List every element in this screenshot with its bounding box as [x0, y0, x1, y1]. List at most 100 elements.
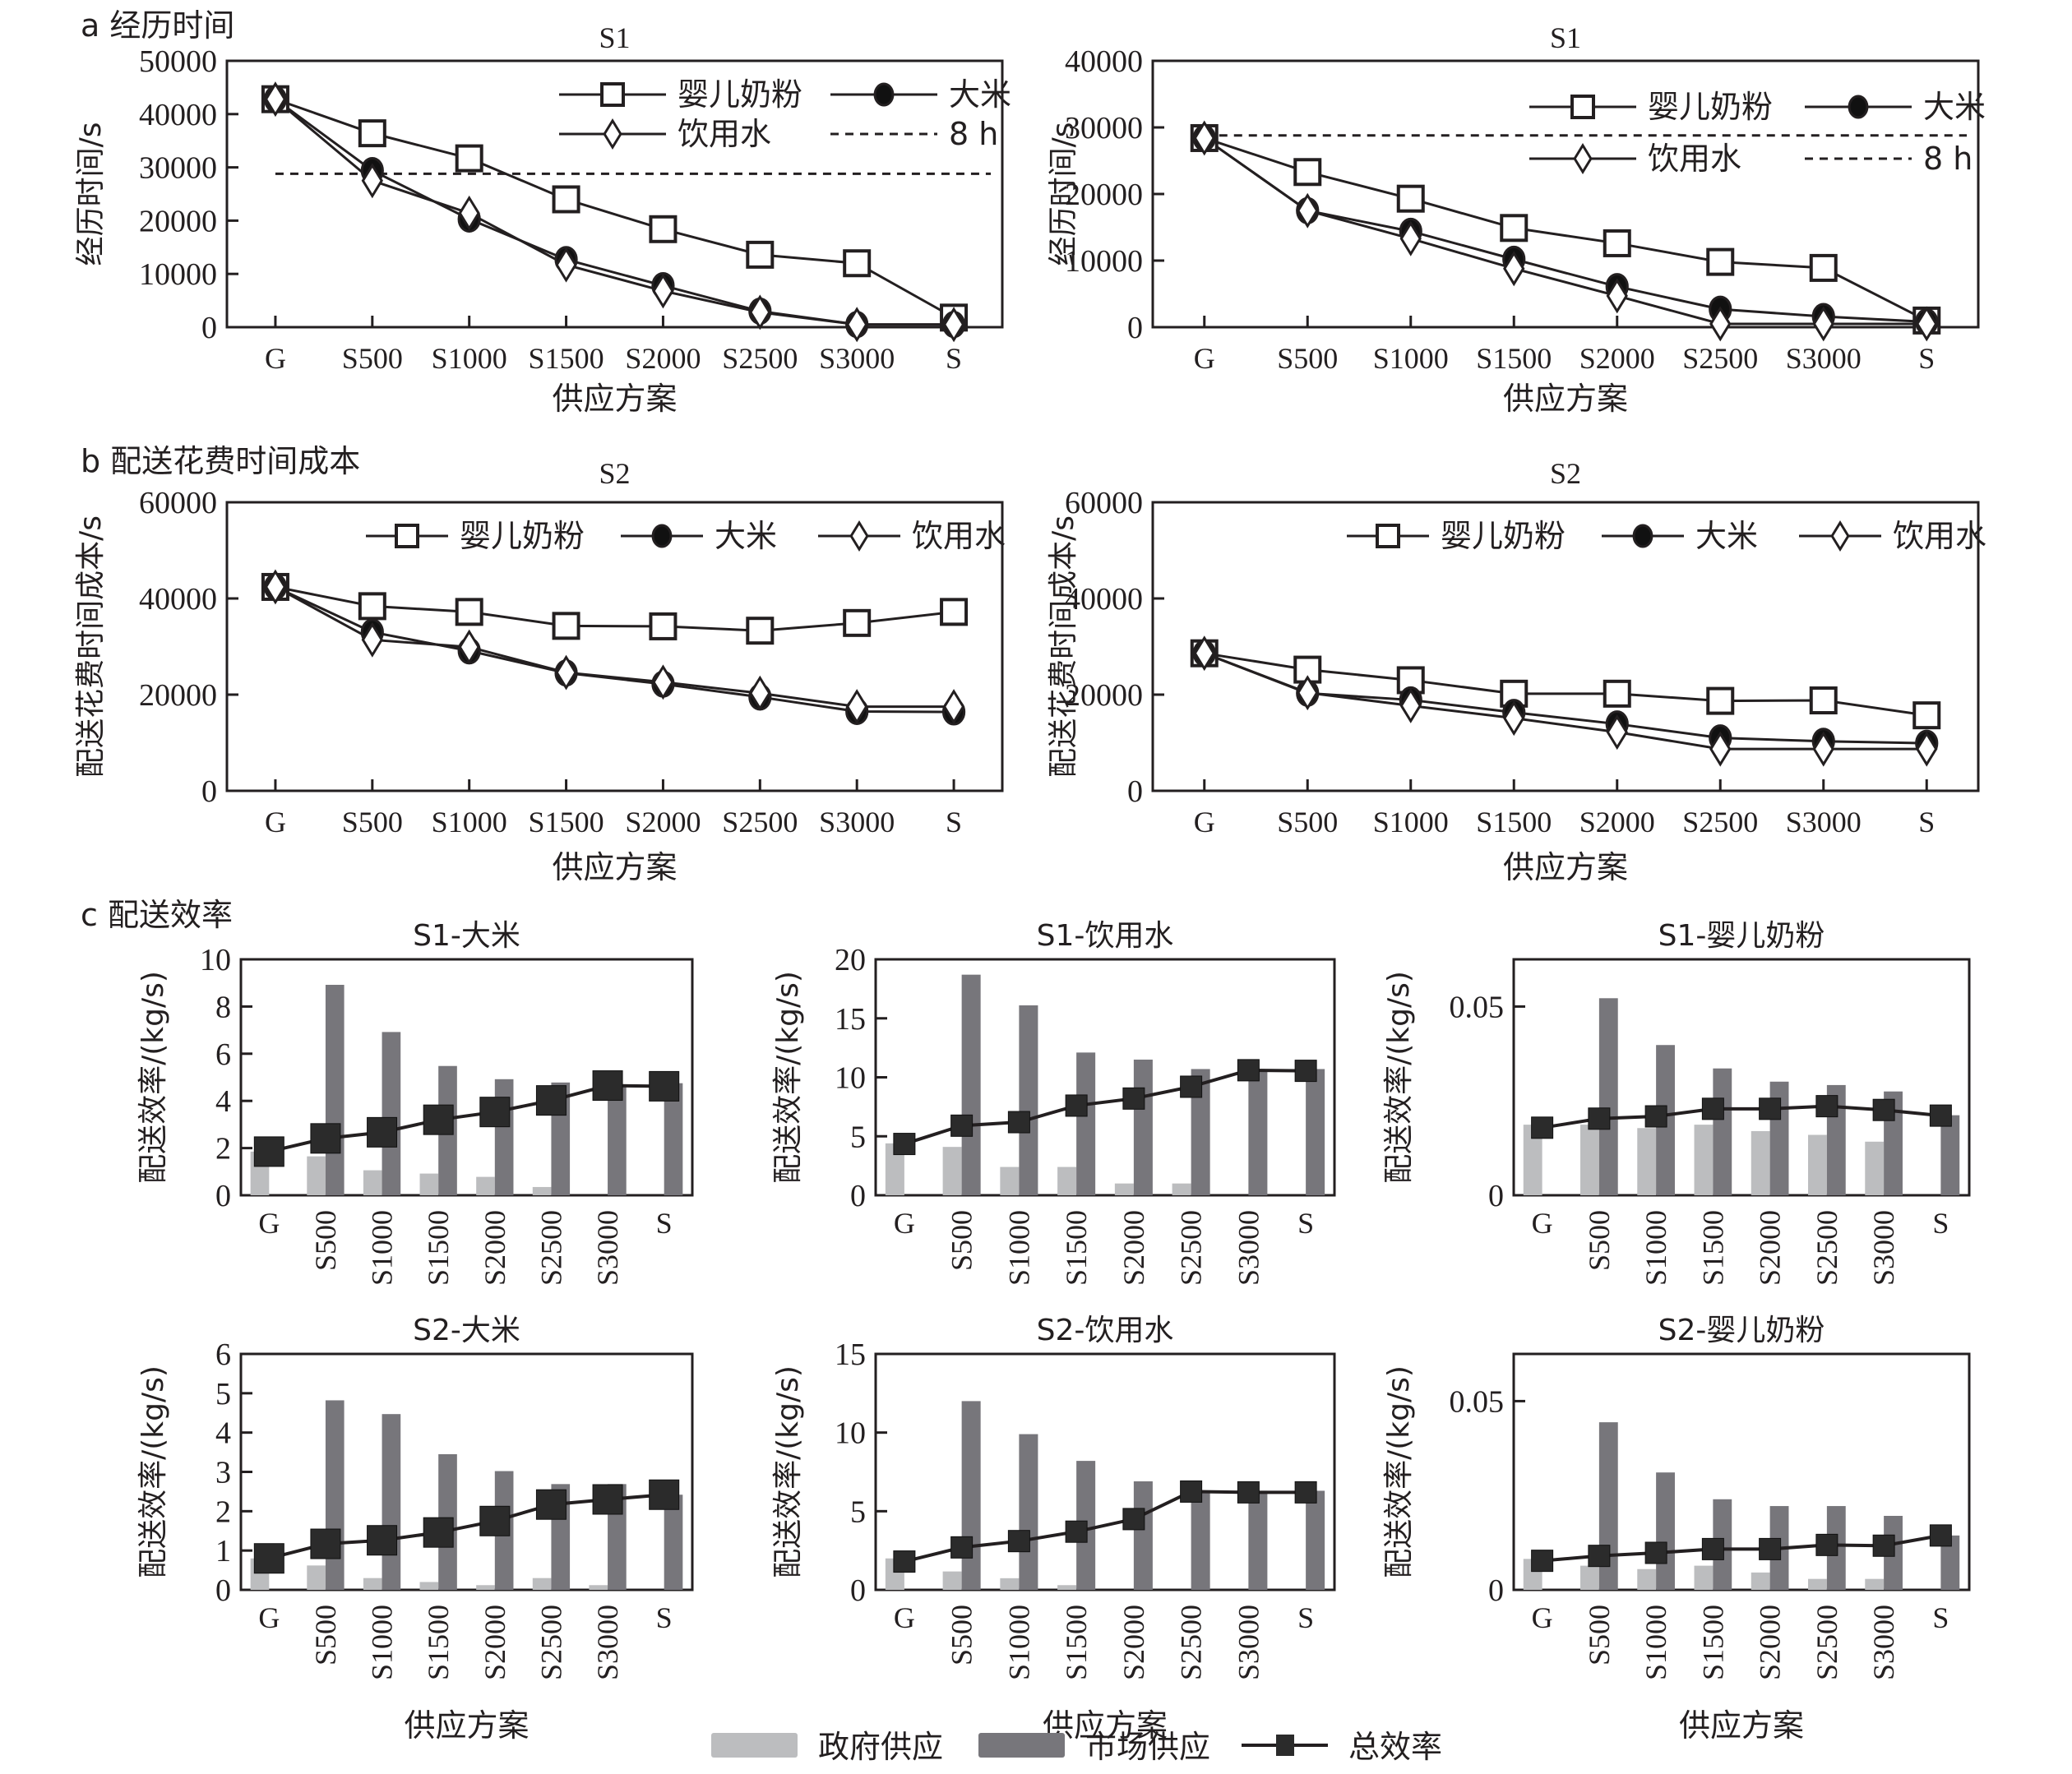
- data-point: [1812, 731, 1834, 767]
- data-point: [1396, 184, 1425, 213]
- x-tick-label: S3000: [1232, 1210, 1265, 1286]
- y-tick-label: 0: [215, 1179, 231, 1213]
- chart-title: S1-饮用水: [1037, 919, 1174, 953]
- total-efficiency-point: [1588, 1545, 1611, 1568]
- bar-legend: 政府供应 市场供应 总效率: [711, 1729, 1442, 1765]
- legend-label: 大米: [1923, 89, 1986, 125]
- data-point: [1399, 220, 1422, 256]
- total-efficiency-point: [649, 1479, 680, 1510]
- plot-frame: [1512, 958, 1971, 1197]
- legend-label: 大米: [715, 518, 777, 554]
- bar-market: [1191, 1069, 1210, 1195]
- x-tick-label: S3000: [1867, 1605, 1900, 1680]
- legend-label: 婴儿奶粉: [460, 518, 585, 554]
- data-point: [552, 185, 580, 214]
- legend-marker: [873, 82, 895, 107]
- legend-marker: [1573, 143, 1593, 174]
- bar-market: [961, 1401, 981, 1590]
- y-tick-label: 20000: [1065, 678, 1143, 713]
- total-efficiency-point: [367, 1116, 398, 1148]
- chart-title: S2-婴儿奶粉: [1658, 1314, 1825, 1347]
- bar-market: [961, 974, 981, 1195]
- x-tick-label: G: [1194, 806, 1215, 838]
- x-tick-label: S: [656, 1601, 673, 1634]
- x-tick-label: S2000: [479, 1605, 511, 1680]
- plot-frame: [225, 59, 1004, 329]
- y-axis-label: 配送效率/(kg/s): [1382, 971, 1416, 1184]
- bar-government: [1000, 1578, 1020, 1590]
- x-tick-label: S2000: [479, 1210, 511, 1286]
- total-efficiency-point: [1815, 1095, 1838, 1118]
- x-tick-label: G: [894, 1207, 915, 1240]
- bar-market: [1133, 1059, 1153, 1195]
- data-point: [552, 612, 580, 640]
- data-point: [1606, 278, 1628, 314]
- x-tick-label: S3000: [1786, 806, 1862, 838]
- legend-marker: [1570, 95, 1595, 119]
- total-efficiency-point: [1644, 1105, 1667, 1128]
- data-point: [843, 249, 872, 278]
- legend-marker: [1632, 524, 1653, 548]
- bar-government: [476, 1176, 495, 1195]
- bar-market: [1133, 1481, 1153, 1590]
- plot-frame: [874, 1352, 1336, 1592]
- y-tick-label: 40000: [1065, 44, 1143, 79]
- legend-label: 婴儿奶粉: [1648, 89, 1773, 125]
- legend-marker: [651, 524, 673, 548]
- bar-market: [1598, 998, 1618, 1195]
- legend-label: 总效率: [1348, 1729, 1442, 1765]
- y-tick-label: 2: [215, 1495, 231, 1529]
- x-tick-label: S500: [342, 806, 403, 838]
- x-tick-label: S1000: [366, 1605, 399, 1680]
- bar-government: [1694, 1565, 1714, 1590]
- y-tick-label: 0: [1127, 774, 1143, 809]
- bar-government: [419, 1582, 439, 1590]
- y-tick-label: 60000: [139, 486, 217, 520]
- data-point: [1809, 686, 1838, 715]
- total-efficiency-point: [1065, 1094, 1088, 1117]
- y-tick-label: 15: [835, 1002, 866, 1037]
- x-tick-label: S500: [309, 1210, 342, 1271]
- legend-marker: [1830, 520, 1850, 552]
- x-tick-label: S1500: [529, 806, 604, 838]
- y-axis-label: 经历时间/s: [1047, 122, 1080, 266]
- y-tick-label: 0: [215, 1573, 231, 1608]
- y-tick-label: 40000: [139, 582, 217, 617]
- x-tick-label: S500: [1583, 1605, 1616, 1665]
- total-efficiency-point: [1531, 1550, 1554, 1573]
- x-axis-label: 供应方案: [404, 1707, 529, 1744]
- legend-label: 市场供应: [1085, 1729, 1210, 1765]
- y-axis-label: 经历时间/s: [74, 122, 108, 266]
- x-tick-label: S1500: [422, 1605, 455, 1680]
- y-tick-label: 0: [201, 774, 217, 809]
- data-point: [1709, 731, 1732, 767]
- y-tick-label: 20: [835, 943, 866, 977]
- x-tick-label: S1000: [432, 342, 507, 375]
- data-point: [264, 81, 287, 118]
- x-tick-label: S2000: [1117, 1605, 1150, 1680]
- bar-government: [1580, 1565, 1599, 1590]
- data-point: [652, 664, 674, 700]
- y-tick-label: 0: [850, 1573, 866, 1608]
- chart-c-s2-formula: S2-婴儿奶粉 0 0.05 配送效率/(kg/s) G S500 S1000 S1500 S2…: [1382, 1314, 1971, 1744]
- data-point: [940, 598, 969, 626]
- total-efficiency-point: [1815, 1533, 1838, 1556]
- bar-market: [382, 1414, 401, 1590]
- bar-government: [942, 1571, 962, 1590]
- x-tick-label: S1000: [366, 1210, 399, 1286]
- total-efficiency-point: [1929, 1524, 1952, 1547]
- y-tick-label: 20000: [139, 678, 217, 713]
- x-tick-label: S2000: [1117, 1210, 1150, 1286]
- data-point: [264, 569, 287, 605]
- x-axis-label: 供应方案: [552, 381, 677, 417]
- data-point: [455, 144, 483, 173]
- x-tick-label: S1500: [1696, 1605, 1729, 1680]
- total-efficiency-point: [1237, 1481, 1260, 1504]
- y-tick-label: 0: [1488, 1573, 1504, 1608]
- x-axis-label: 供应方案: [1503, 849, 1628, 885]
- data-point: [843, 608, 872, 637]
- data-point: [1912, 701, 1941, 730]
- total-efficiency-point: [1122, 1508, 1145, 1531]
- total-efficiency-point: [479, 1505, 511, 1536]
